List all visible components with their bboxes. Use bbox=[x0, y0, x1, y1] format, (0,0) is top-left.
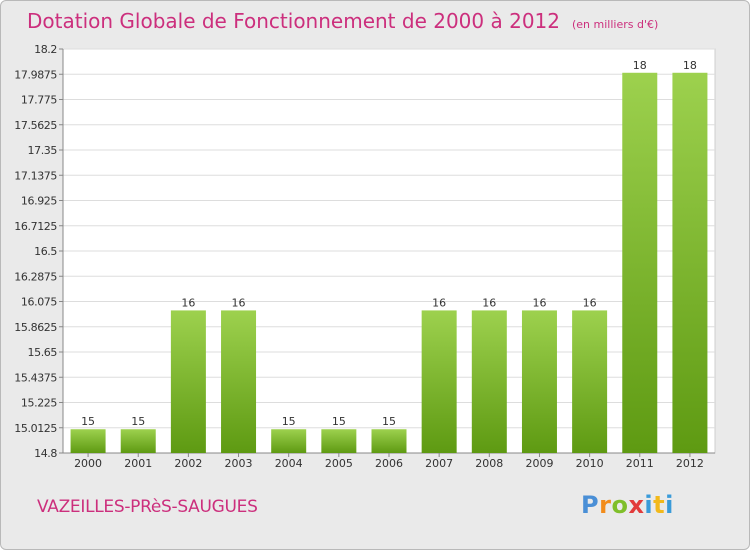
bar-value-label: 15 bbox=[282, 415, 296, 428]
bar bbox=[70, 429, 106, 453]
y-tick-label: 17.1375 bbox=[14, 169, 57, 182]
x-tick-label: 2001 bbox=[124, 457, 152, 470]
x-tick-label: 2000 bbox=[74, 457, 102, 470]
y-tick-label: 15.4375 bbox=[14, 371, 57, 384]
y-tick-label: 16.2875 bbox=[14, 270, 57, 283]
x-tick-label: 2005 bbox=[325, 457, 353, 470]
chart-units: (en milliers d'€) bbox=[572, 18, 659, 31]
bar bbox=[672, 72, 708, 453]
bar bbox=[271, 429, 307, 453]
proxiti-logo: Proxiti bbox=[581, 491, 674, 519]
x-tick-label: 2004 bbox=[275, 457, 303, 470]
bar-value-label: 18 bbox=[633, 59, 647, 72]
y-tick-label: 16.7125 bbox=[14, 220, 57, 233]
x-tick-label: 2002 bbox=[174, 457, 202, 470]
logo-letter: i bbox=[644, 491, 654, 519]
bar-value-label: 16 bbox=[432, 296, 446, 309]
y-tick-label: 17.35 bbox=[28, 144, 58, 157]
x-tick-label: 2003 bbox=[225, 457, 253, 470]
bar bbox=[471, 310, 507, 453]
bar-value-label: 15 bbox=[81, 415, 95, 428]
logo-letter: r bbox=[599, 491, 612, 519]
bar-value-label: 15 bbox=[382, 415, 396, 428]
bar-value-label: 15 bbox=[131, 415, 145, 428]
x-tick-label: 2011 bbox=[626, 457, 654, 470]
bar-value-label: 16 bbox=[181, 296, 195, 309]
logo-letter: P bbox=[581, 491, 600, 519]
y-tick-label: 15.0125 bbox=[14, 422, 57, 435]
bar-value-label: 16 bbox=[583, 296, 597, 309]
logo-letter: x bbox=[628, 491, 645, 519]
y-tick-label: 15.65 bbox=[28, 346, 58, 359]
logo-letter: t bbox=[653, 491, 666, 519]
bar-value-label: 16 bbox=[532, 296, 546, 309]
x-tick-label: 2009 bbox=[525, 457, 553, 470]
bar-value-label: 16 bbox=[232, 296, 246, 309]
chart-title-text: Dotation Globale de Fonctionnement de 20… bbox=[27, 9, 560, 33]
x-tick-label: 2007 bbox=[425, 457, 453, 470]
bar-value-label: 18 bbox=[683, 59, 697, 72]
bar-value-label: 15 bbox=[332, 415, 346, 428]
bar bbox=[170, 310, 206, 453]
y-tick-label: 15.225 bbox=[21, 397, 57, 410]
y-tick-label: 16.5 bbox=[34, 245, 57, 258]
commune-name: VAZEILLES-PRèS-SAUGUES bbox=[37, 497, 258, 517]
bar bbox=[521, 310, 557, 453]
bar bbox=[321, 429, 357, 453]
y-tick-label: 17.775 bbox=[21, 94, 57, 107]
bar bbox=[120, 429, 156, 453]
y-tick-label: 16.925 bbox=[21, 195, 57, 208]
logo-letter: i bbox=[665, 491, 674, 519]
y-tick-label: 18.2 bbox=[34, 43, 57, 56]
y-tick-label: 17.9875 bbox=[14, 68, 57, 81]
bar-value-label: 16 bbox=[482, 296, 496, 309]
bar bbox=[622, 72, 658, 453]
bar bbox=[371, 429, 407, 453]
y-tick-label: 15.8625 bbox=[14, 321, 57, 334]
x-tick-label: 2006 bbox=[375, 457, 403, 470]
x-tick-label: 2008 bbox=[475, 457, 503, 470]
logo-letter: o bbox=[611, 491, 629, 519]
y-tick-label: 16.075 bbox=[21, 296, 57, 309]
bar bbox=[221, 310, 257, 453]
y-tick-label: 14.8 bbox=[34, 447, 57, 460]
bar bbox=[421, 310, 457, 453]
x-tick-label: 2012 bbox=[676, 457, 704, 470]
chart-title: Dotation Globale de Fonctionnement de 20… bbox=[27, 9, 658, 33]
bar bbox=[572, 310, 608, 453]
y-tick-label: 17.5625 bbox=[14, 119, 57, 132]
x-tick-label: 2010 bbox=[576, 457, 604, 470]
